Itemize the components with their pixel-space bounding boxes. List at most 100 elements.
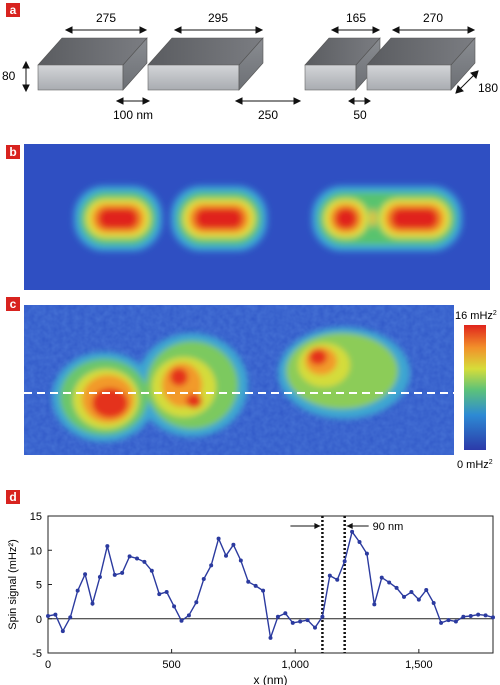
y-tick-label: 0 [36, 614, 42, 626]
data-point [335, 577, 340, 582]
data-point [491, 615, 495, 620]
data-point [112, 572, 117, 577]
data-point [231, 542, 236, 547]
data-point [105, 544, 110, 549]
data-point [431, 600, 436, 605]
data-point [157, 592, 162, 597]
data-point [372, 602, 377, 607]
plot-frame [47, 515, 494, 654]
width-label-3: 165 [346, 11, 366, 25]
data-point [194, 600, 199, 605]
data-point [424, 587, 429, 592]
data-point [46, 614, 50, 619]
data-point [446, 618, 451, 623]
data-point [468, 614, 473, 619]
panel-a-schematic: 275 295 165 270 80 100 nm 250 50 180 [2, 11, 498, 122]
x-axis-label: x (nm) [254, 673, 288, 685]
x-tick-label: 0 [45, 659, 51, 671]
data-point [135, 556, 139, 561]
data-point [439, 620, 444, 625]
data-point [53, 612, 58, 617]
data-point [342, 559, 347, 564]
data-point [327, 573, 332, 578]
data-point [246, 579, 251, 584]
block-2 [147, 37, 264, 91]
width-label-1: 275 [96, 11, 116, 25]
y-axis-label: Spin signal (mHz²) [7, 539, 19, 629]
annotation-arrowhead-left [314, 523, 321, 529]
data-point [83, 572, 88, 577]
data-point [394, 585, 399, 590]
data-point [164, 590, 169, 595]
data-point [68, 615, 73, 620]
x-tick-label: 500 [162, 659, 180, 671]
data-point [179, 618, 184, 623]
data-point [409, 590, 414, 595]
series-line [47, 530, 494, 639]
data-point [283, 611, 288, 616]
data-point [97, 574, 102, 579]
x-tick-label: 1,000 [281, 659, 309, 671]
block-4 [366, 37, 476, 91]
panel-label-b: b [6, 145, 20, 159]
annotation-label: 90 nm [373, 521, 404, 533]
data-point [90, 601, 95, 606]
data-point [224, 553, 228, 558]
panel-c-measured-map [24, 305, 454, 455]
data-point [364, 551, 369, 556]
width-label-4: 270 [423, 11, 443, 25]
data-point [453, 619, 458, 624]
y-tick-label: 15 [30, 511, 42, 523]
panel-b-simulation-map [24, 144, 490, 290]
data-point [483, 613, 488, 618]
data-point [320, 614, 325, 619]
gap-label-1: 100 nm [113, 108, 153, 122]
data-point [357, 540, 362, 545]
y-tick-label: 5 [36, 580, 42, 592]
panel-label-c: c [6, 297, 20, 311]
data-point [238, 558, 243, 563]
data-point [305, 618, 310, 623]
colorbar-gradient [464, 325, 486, 450]
depth-label: 180 [478, 81, 498, 95]
data-point [209, 563, 214, 568]
data-point [298, 619, 303, 624]
colorbar-min-label: 0 mHz2 [457, 459, 493, 471]
block-1 [37, 37, 148, 91]
data-point [253, 583, 258, 588]
data-point [275, 614, 280, 619]
data-point [120, 570, 125, 575]
data-point [476, 612, 481, 617]
gap-label-3: 50 [353, 108, 367, 122]
data-point [268, 635, 273, 640]
panel-label-d: d [6, 490, 20, 504]
data-point [127, 554, 132, 559]
data-point [261, 588, 266, 593]
x-tick-label: 1,500 [405, 659, 433, 671]
data-point [461, 614, 466, 619]
height-label: 80 [2, 69, 16, 83]
colorbar: 16 mHz2 0 mHz2 [455, 310, 497, 471]
panel-label-a: a [6, 3, 20, 17]
data-point [416, 597, 421, 602]
data-point [60, 629, 65, 634]
data-point [290, 620, 295, 625]
data-point [379, 575, 384, 580]
annotation-arrowhead-right [346, 523, 353, 529]
data-point [75, 588, 80, 593]
data-point [172, 604, 177, 609]
data-point [142, 559, 147, 564]
colorbar-max-label: 16 mHz2 [455, 310, 497, 322]
data-point [186, 613, 191, 618]
data-point [387, 580, 392, 585]
data-point [149, 568, 154, 573]
gap-label-2: 250 [258, 108, 278, 122]
width-label-2: 295 [208, 11, 228, 25]
data-point [402, 594, 406, 599]
data-point [201, 577, 206, 582]
data-point [216, 536, 221, 541]
y-tick-label: 10 [30, 545, 42, 557]
y-tick-label: -5 [32, 648, 42, 660]
data-point [313, 625, 317, 630]
